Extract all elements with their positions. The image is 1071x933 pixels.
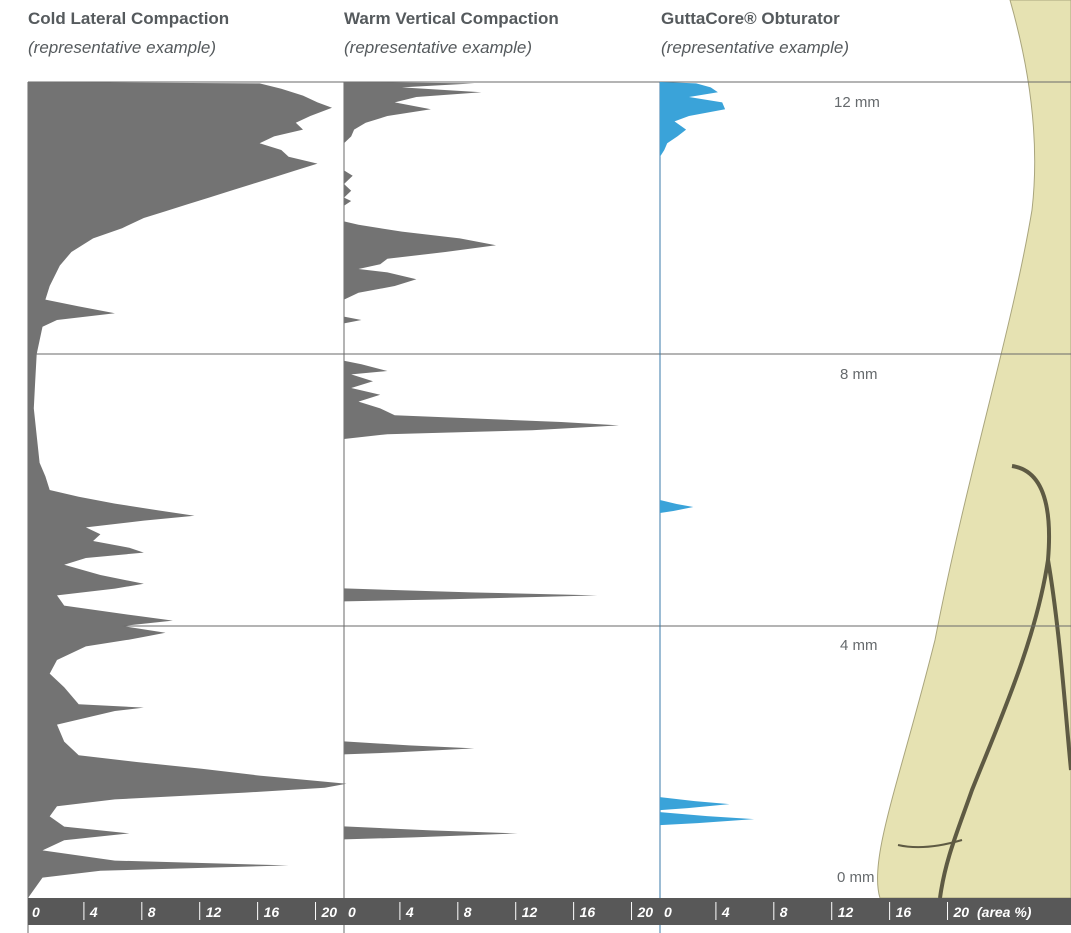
- x-tick-label: 8: [780, 904, 788, 920]
- root-canal-branch: [1046, 559, 1071, 771]
- depth-label-0mm: 0 mm: [837, 869, 875, 886]
- tooth-shape: [877, 0, 1071, 899]
- x-tick-label: 8: [464, 904, 472, 920]
- axis-bar-background: [28, 898, 1071, 925]
- depth-label-8mm: 8 mm: [840, 366, 878, 383]
- x-tick-label: 0: [348, 904, 356, 920]
- x-tick-label: 20: [321, 904, 338, 920]
- tooth-illustration: [877, 0, 1071, 899]
- series-area-1: [344, 82, 619, 841]
- x-tick-label: 20: [953, 904, 970, 920]
- depth-label-12mm: 12 mm: [834, 94, 880, 111]
- x-axis-bar: 0 4 8 12 16 20 0 4 8 12 16 20 0 4 8 12 16 20 (area %): [28, 898, 1071, 925]
- root-canal-line: [938, 464, 1052, 899]
- x-tick-label: 8: [148, 904, 156, 920]
- x-tick-label: 4: [405, 904, 414, 920]
- series-spike-4: [660, 812, 755, 826]
- series-spike-3: [660, 797, 730, 811]
- series-spike-2: [344, 588, 598, 602]
- column-subtitle-gutta: (representative example): [661, 38, 850, 57]
- x-tick-label: 16: [580, 904, 596, 920]
- x-tick-label: 0: [32, 904, 40, 920]
- x-tick-label: 12: [206, 904, 222, 920]
- x-axis-unit-label: (area %): [977, 904, 1032, 920]
- column-title-gutta: GuttaCore® Obturator: [661, 9, 840, 28]
- x-tick-label: 12: [522, 904, 538, 920]
- x-tick-label: 0: [664, 904, 672, 920]
- chart-series: [28, 82, 755, 898]
- series-area-0: [28, 82, 347, 898]
- x-tick-label: 4: [89, 904, 98, 920]
- series-spike-5: [660, 500, 694, 513]
- column-subtitle-warm: (representative example): [344, 38, 533, 57]
- x-tick-label: 4: [721, 904, 730, 920]
- x-tick-label: 16: [264, 904, 280, 920]
- depth-label-4mm: 4 mm: [840, 637, 878, 654]
- x-tick-label: 16: [896, 904, 912, 920]
- x-tick-label: 12: [838, 904, 854, 920]
- series-area-2: [660, 82, 726, 157]
- column-title-cold: Cold Lateral Compaction: [28, 9, 230, 28]
- column-title-warm: Warm Vertical Compaction: [344, 9, 559, 28]
- series-spike-1: [344, 741, 475, 755]
- x-tick-label: 20: [637, 904, 654, 920]
- series-spike-0: [344, 826, 518, 840]
- tooth-fracture-line: [897, 839, 963, 849]
- column-subtitle-cold: (representative example): [28, 38, 217, 57]
